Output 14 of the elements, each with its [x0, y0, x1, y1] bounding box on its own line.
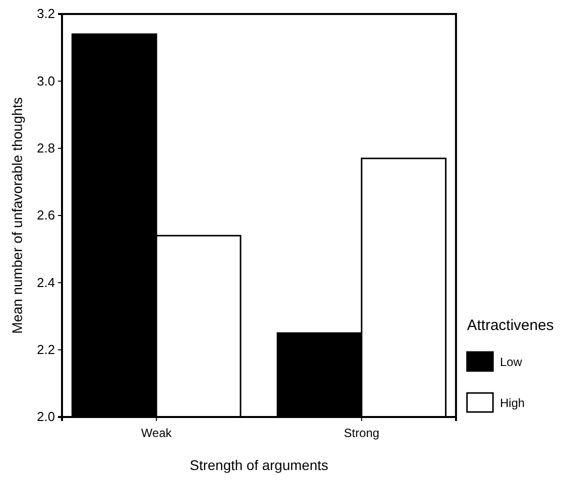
legend-title: Attractivenes: [467, 317, 554, 334]
x-axis-title: Strength of arguments: [190, 457, 328, 473]
y-tick-label: 2.0: [36, 409, 55, 424]
y-tick-label: 2.6: [36, 208, 55, 223]
y-tick-label: 2.8: [36, 140, 55, 156]
y-tick-label: 3.2: [36, 6, 55, 22]
y-tick-label: 2.2: [36, 342, 55, 357]
legend-label: High: [500, 396, 525, 410]
legend-label: Low: [500, 355, 522, 369]
y-axis-title: Mean number of unfavorable thoughts: [9, 97, 25, 334]
x-tick-label: Strong: [344, 426, 380, 440]
x-tick-label: Weak: [141, 426, 173, 440]
y-tick-label: 2.4: [36, 274, 55, 290]
y-tick-label: 3.0: [36, 73, 55, 88]
